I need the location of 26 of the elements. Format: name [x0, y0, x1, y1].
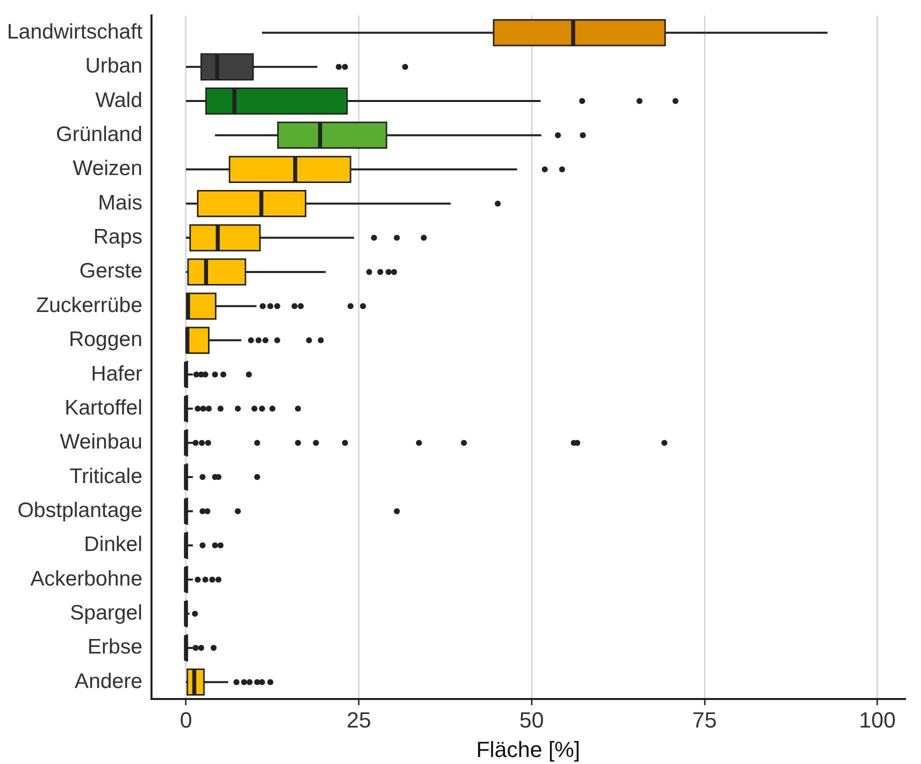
y-tick-label: Grünland [56, 123, 142, 146]
y-tick-label: Urban [85, 54, 142, 78]
x-tick-label: 0 [180, 707, 192, 732]
x-tick-label: 25 [346, 707, 372, 732]
x-tick-label: 50 [519, 707, 544, 732]
y-tick-label: Gerste [79, 260, 142, 283]
y-tick-label: Triticale [70, 464, 142, 488]
y-tick-label: Spargel [70, 602, 142, 625]
y-tick-label: Mais [98, 191, 142, 214]
y-tick-label: Dinkel [84, 533, 142, 556]
y-tick-label: Raps [93, 226, 142, 249]
y-tick-label: Zuckerrübe [36, 294, 142, 317]
y-tick-label: Roggen [68, 328, 142, 352]
y-tick-label: Obstplantage [17, 499, 142, 522]
x-axis-title: Fläche [%] [476, 736, 580, 762]
y-tick-label: Wald [95, 88, 142, 112]
y-tick-label: Hafer [91, 362, 142, 386]
y-tick-label: Kartoffel [64, 396, 142, 420]
x-tick-label: 75 [692, 707, 717, 732]
y-tick-label: Ackerbohne [30, 567, 142, 590]
y-tick-label: Weinbau [60, 430, 142, 454]
y-tick-label: Weizen [72, 157, 142, 180]
y-tick-label: Andere [74, 670, 142, 693]
x-tick-label: 100 [858, 707, 896, 732]
y-tick-label: Erbse [88, 636, 142, 659]
y-tick-label: Landwirtschaft [6, 20, 143, 44]
